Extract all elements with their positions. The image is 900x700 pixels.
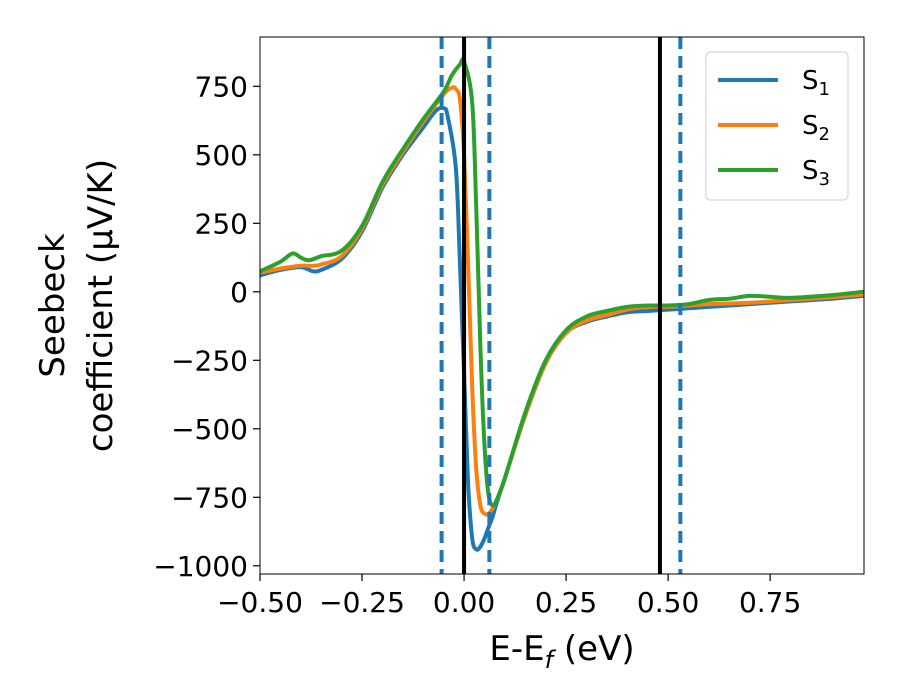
y-tick-label: −750 xyxy=(171,481,248,514)
y-tick-label: −250 xyxy=(171,344,248,377)
series-line-s3 xyxy=(260,57,864,508)
y-tick-label: 0 xyxy=(230,276,248,309)
legend-label-s2-main: S xyxy=(802,111,819,141)
axis-ticks: −0.50 −0.25 0.00 0.25 0.50 0.75 750 500 250 0 −250… xyxy=(153,70,801,619)
x-axis-label: E-Ef (eV) xyxy=(489,629,634,674)
legend: S1 S2 S3 xyxy=(705,51,849,201)
legend-label-s2: S2 xyxy=(802,111,830,145)
y-axis-label-line2: coefficient (μV/K) xyxy=(81,159,121,452)
x-axis-label-main: E-E xyxy=(489,629,544,669)
x-tick-label: 0.50 xyxy=(637,586,699,619)
legend-label-s3-main: S xyxy=(802,156,819,186)
legend-label-s1-main: S xyxy=(802,66,819,96)
y-tick-label: −500 xyxy=(171,413,248,446)
x-tick-label: −0.25 xyxy=(319,586,405,619)
x-tick-label: 0.75 xyxy=(739,586,801,619)
legend-label-s1-sub: 1 xyxy=(819,79,830,100)
legend-label-s3-sub: 3 xyxy=(819,169,830,190)
x-axis-label-unit: (eV) xyxy=(553,629,635,669)
legend-label-s3: S3 xyxy=(802,156,830,190)
reference-lines xyxy=(439,37,683,574)
legend-label-s1: S1 xyxy=(802,66,830,100)
y-tick-label: 750 xyxy=(195,70,248,103)
y-tick-label: 250 xyxy=(195,207,248,240)
y-axis-label-line1: Seebeck xyxy=(33,233,73,378)
plot-frame xyxy=(259,36,865,575)
y-tick-label: −1000 xyxy=(153,550,248,583)
legend-label-s2-sub: 2 xyxy=(819,124,830,145)
y-tick-label: 500 xyxy=(195,139,248,172)
x-tick-label: 0.00 xyxy=(433,586,495,619)
x-tick-label: −0.50 xyxy=(217,586,303,619)
x-tick-label: 0.25 xyxy=(535,586,597,619)
